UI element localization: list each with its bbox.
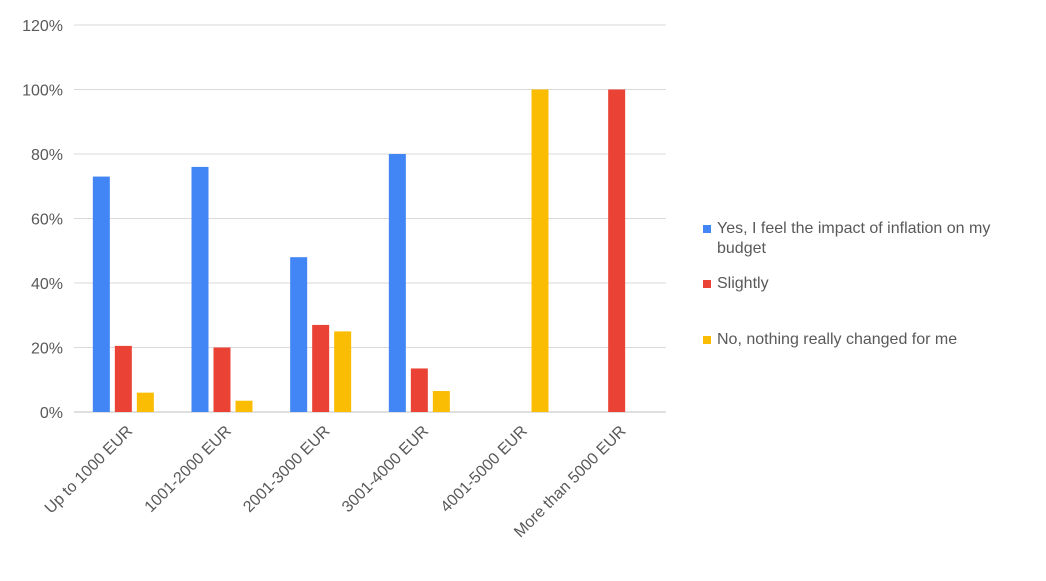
bars bbox=[92, 89, 626, 412]
legend: Yes, I feel the impact of inflation on m… bbox=[703, 219, 1043, 350]
legend-item-yes: Yes, I feel the impact of inflation on m… bbox=[703, 219, 1043, 259]
bar-series0-cat0 bbox=[92, 176, 110, 412]
bar-series2-cat2 bbox=[334, 331, 352, 412]
y-axis-tick-labels: 0% 20% 40% 60% 80% 100% 120% bbox=[22, 18, 63, 422]
y-tick-label-20: 20% bbox=[31, 341, 63, 358]
bar-series0-cat2 bbox=[290, 257, 308, 412]
y-tick-label-60: 60% bbox=[31, 212, 63, 229]
y-tick-label-40: 40% bbox=[31, 276, 63, 293]
bar-series2-cat0 bbox=[136, 392, 154, 412]
legend-item-no: No, nothing really changed for me bbox=[703, 330, 1043, 350]
x-category-label-1: 1001-2000 EUR bbox=[142, 423, 235, 516]
y-tick-label-80: 80% bbox=[31, 147, 63, 164]
legend-label-no: No, nothing really changed for me bbox=[717, 331, 958, 348]
bar-series2-cat4 bbox=[531, 89, 549, 412]
bar-series0-cat3 bbox=[388, 154, 406, 412]
legend-label-slightly: Slightly bbox=[717, 275, 769, 292]
x-category-label-5: More than 5000 EUR bbox=[511, 423, 629, 541]
y-tick-label-120: 120% bbox=[22, 18, 63, 35]
x-category-label-2: 2001-3000 EUR bbox=[240, 423, 333, 516]
bar-series1-cat5 bbox=[608, 89, 626, 412]
legend-swatch-yes bbox=[703, 225, 711, 233]
x-axis-category-labels: Up to 1000 EUR 1001-2000 EUR 2001-3000 EUR… bbox=[42, 423, 630, 541]
bar-series1-cat3 bbox=[410, 368, 428, 412]
bar-series1-cat1 bbox=[213, 347, 231, 412]
bar-series1-cat0 bbox=[114, 345, 132, 412]
bar-series2-cat3 bbox=[432, 391, 450, 412]
legend-swatch-no bbox=[703, 336, 711, 344]
bar-series0-cat1 bbox=[191, 166, 209, 412]
x-category-label-3: 3001-4000 EUR bbox=[339, 423, 432, 516]
x-category-label-0: Up to 1000 EUR bbox=[42, 423, 136, 517]
y-tick-label-0: 0% bbox=[40, 405, 63, 422]
legend-swatch-slightly bbox=[703, 280, 711, 288]
x-category-label-4: 4001-5000 EUR bbox=[438, 423, 531, 516]
bar-series2-cat1 bbox=[235, 400, 253, 412]
legend-label-yes: Yes, I feel the impact of inflation on m… bbox=[717, 220, 991, 257]
gridlines bbox=[74, 24, 666, 413]
legend-item-slightly: Slightly bbox=[703, 274, 1043, 294]
y-tick-label-100: 100% bbox=[22, 83, 63, 100]
bar-series1-cat2 bbox=[312, 324, 330, 412]
